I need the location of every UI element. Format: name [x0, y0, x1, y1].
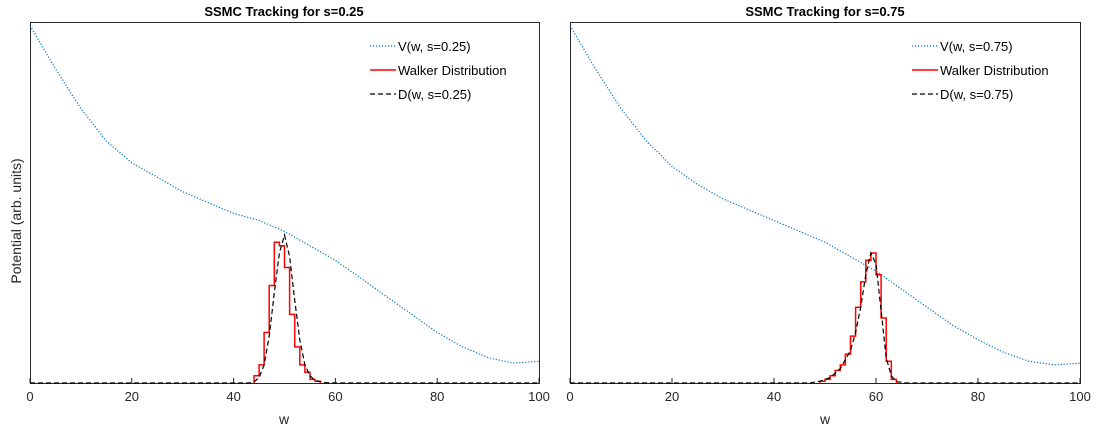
- legend-label-density: D(w, s=0.75): [940, 87, 1013, 102]
- series-walker-stairs: [819, 252, 898, 383]
- chart-title: SSMC Tracking for s=0.75: [745, 4, 904, 19]
- plot-area: 0 20 40 60 80 100: [26, 22, 550, 404]
- legend-label-walker: Walker Distribution: [940, 63, 1049, 78]
- series-walker-stairs: [253, 241, 321, 383]
- chart-title: SSMC Tracking for s=0.25: [204, 4, 363, 19]
- x-tick-label: 40: [226, 389, 240, 404]
- x-tick-label: 0: [26, 389, 33, 404]
- series-potential-line: [569, 25, 1081, 366]
- x-tick-label: 100: [528, 389, 550, 404]
- legend-label-density: D(w, s=0.25): [398, 87, 471, 102]
- legend-label-walker: Walker Distribution: [398, 63, 507, 78]
- plot-area: 0 20 40 60 80 100: [566, 22, 1091, 404]
- x-ticks: 0 20 40 60 80 100: [566, 378, 1091, 404]
- x-axis-label: w: [278, 411, 290, 427]
- y-axis-label: Potential (arb. units): [8, 158, 24, 283]
- x-tick-label: 80: [430, 389, 444, 404]
- series-layer: [29, 25, 540, 384]
- series-density-line: [30, 232, 539, 384]
- legend-label-potential: V(w, s=0.75): [940, 39, 1013, 54]
- x-tick-label: 80: [971, 389, 985, 404]
- x-tick-label: 20: [665, 389, 679, 404]
- axes-frame: [570, 22, 1081, 384]
- legend-label-potential: V(w, s=0.25): [398, 39, 471, 54]
- legend: V(w, s=0.75) Walker Distribution D(w, s=…: [912, 39, 1049, 102]
- legend: V(w, s=0.25) Walker Distribution D(w, s=…: [370, 39, 507, 102]
- axes-frame: [30, 22, 540, 384]
- x-tick-label: 40: [767, 389, 781, 404]
- x-tick-label: 20: [125, 389, 139, 404]
- x-ticks: 0 20 40 60 80 100: [26, 378, 550, 404]
- x-tick-label: 60: [869, 389, 883, 404]
- series-layer: [569, 25, 1081, 384]
- series-density-line: [570, 251, 1080, 384]
- x-tick-label: 0: [566, 389, 573, 404]
- panel-left: SSMC Tracking for s=0.25 Potential (arb.…: [8, 4, 550, 427]
- x-axis-label: w: [819, 411, 831, 427]
- panel-right: SSMC Tracking for s=0.75 w 0 20 40 60 80 100 …: [566, 4, 1090, 427]
- x-tick-label: 100: [1069, 389, 1091, 404]
- series-potential-line: [29, 25, 540, 364]
- x-tick-label: 60: [328, 389, 342, 404]
